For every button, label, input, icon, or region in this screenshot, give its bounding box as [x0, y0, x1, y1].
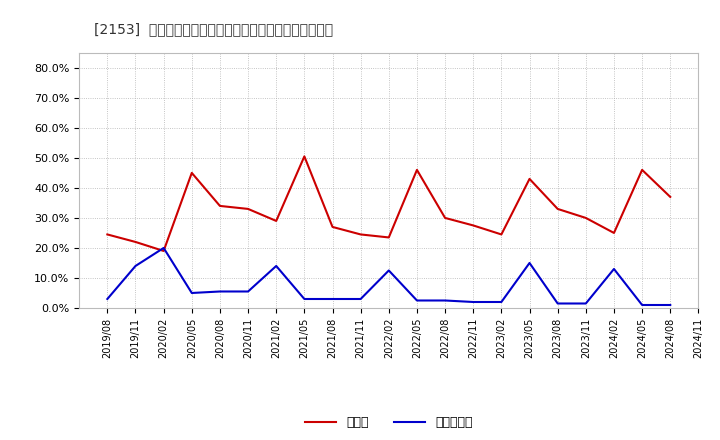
現顔金	[384, 235, 393, 240]
有利子負債	[187, 290, 196, 296]
有利子負債	[131, 263, 140, 268]
有利子負債	[525, 260, 534, 266]
有利子負債	[103, 297, 112, 302]
現顔金	[525, 176, 534, 182]
現顔金	[356, 232, 365, 237]
現顔金	[666, 194, 675, 200]
有利子負債	[159, 246, 168, 251]
有利子負債	[413, 298, 421, 303]
有利子負債	[554, 301, 562, 306]
現顔金	[441, 215, 449, 220]
有利子負債	[384, 268, 393, 273]
有利子負債	[272, 263, 281, 268]
有利子負債	[356, 297, 365, 302]
有利子負債	[666, 302, 675, 308]
現顔金	[638, 167, 647, 172]
現顔金	[159, 248, 168, 253]
現顔金	[554, 206, 562, 212]
有利子負債	[638, 302, 647, 308]
有利子負債	[215, 289, 224, 294]
現顔金	[103, 232, 112, 237]
現顔金	[469, 223, 477, 228]
Line: 現顔金: 現顔金	[107, 156, 670, 251]
現顔金	[244, 206, 253, 212]
有利子負債	[328, 297, 337, 302]
有利子負債	[610, 266, 618, 271]
現顔金	[300, 154, 309, 159]
有利子負債	[244, 289, 253, 294]
Line: 有利子負債: 有利子負債	[107, 248, 670, 305]
現顔金	[497, 232, 505, 237]
Text: [2153]  現預金、有利子負債の総資産に対する比率の推移: [2153] 現預金、有利子負債の総資産に対する比率の推移	[94, 22, 333, 36]
現顔金	[131, 239, 140, 245]
現顔金	[610, 230, 618, 235]
有利子負債	[441, 298, 449, 303]
有利子負債	[582, 301, 590, 306]
有利子負債	[300, 297, 309, 302]
現顔金	[215, 203, 224, 209]
現顔金	[582, 215, 590, 220]
現顔金	[328, 224, 337, 230]
Legend: 現顔金, 有利子負債: 現顔金, 有利子負債	[300, 411, 477, 434]
有利子負債	[469, 299, 477, 304]
現顔金	[413, 167, 421, 172]
有利子負債	[497, 299, 505, 304]
現顔金	[272, 218, 281, 224]
現顔金	[187, 170, 196, 176]
